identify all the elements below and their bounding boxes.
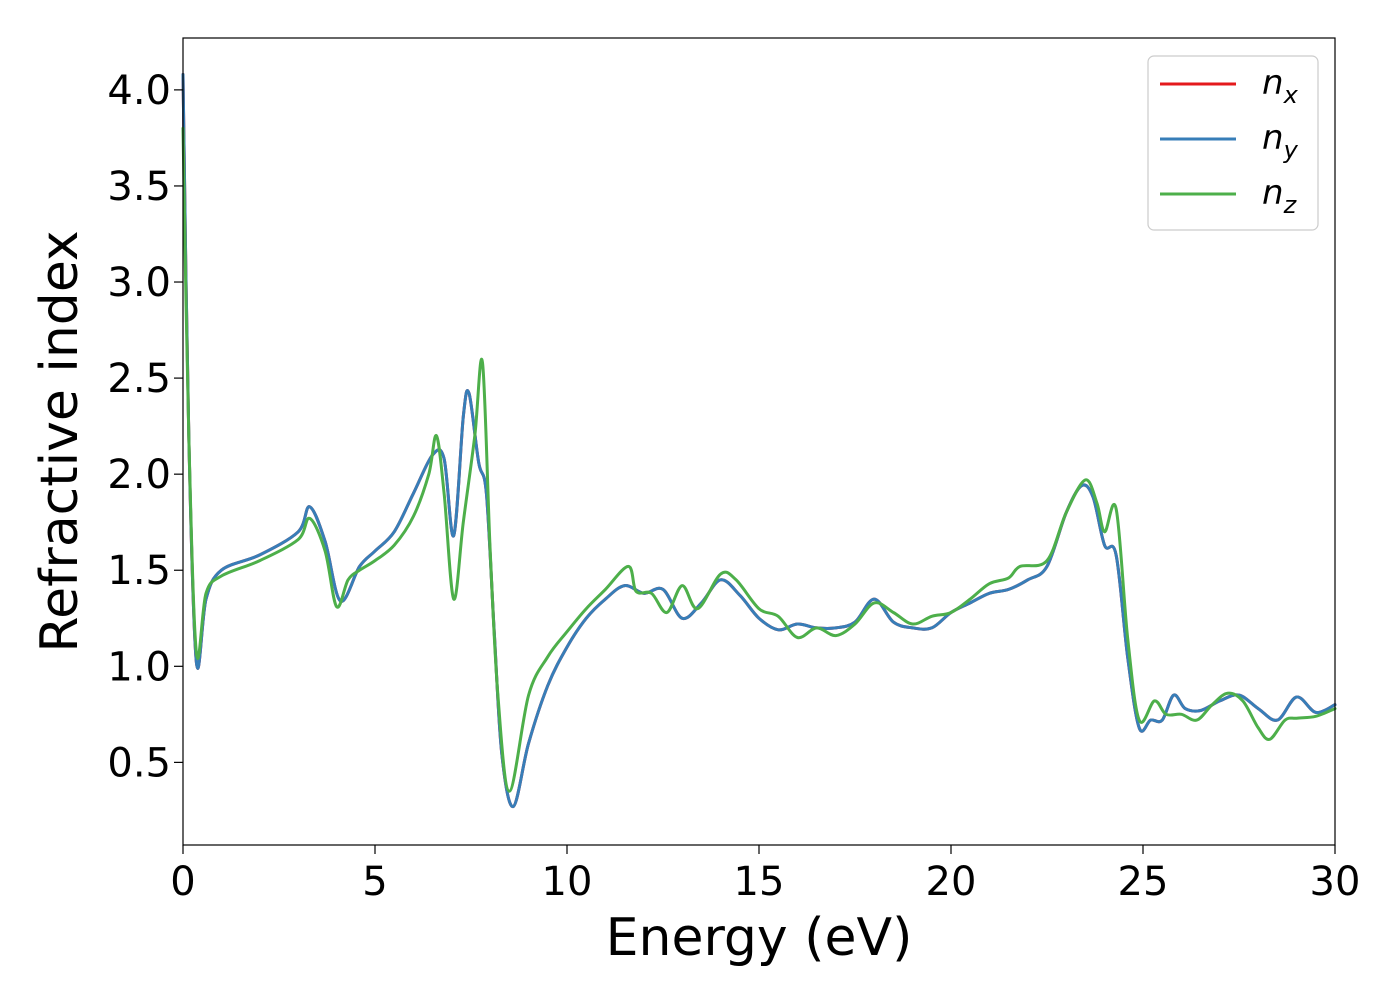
y-tick-label: 3.5 xyxy=(107,164,171,210)
y-tick-label: 0.5 xyxy=(107,740,171,786)
x-tick-label: 15 xyxy=(734,859,785,905)
series-line-n-z xyxy=(181,126,1337,793)
legend-label-z: nz xyxy=(1262,173,1298,219)
x-axis-title: Energy (eV) xyxy=(606,908,913,968)
y-tick-label: 1.0 xyxy=(107,644,171,690)
tick-layer: 0 5 10 15 20 25 30 0.5 1.0 1.5 2.0 2.5 3.0 3.5 4.0 xyxy=(107,68,1360,905)
x-tick-label: 25 xyxy=(1118,859,1169,905)
y-tick-label: 2.0 xyxy=(107,452,171,498)
legend-label-x: nx xyxy=(1262,63,1299,109)
legend-label-y: ny xyxy=(1262,118,1299,164)
legend: nx ny nz xyxy=(1147,55,1319,231)
y-tick-label: 3.0 xyxy=(107,260,171,306)
y-tick-label: 2.5 xyxy=(107,356,171,402)
x-tick-label: 0 xyxy=(170,859,195,905)
y-tick-label: 4.0 xyxy=(107,68,171,114)
x-tick-label: 30 xyxy=(1310,859,1361,905)
y-axis-title: Refractive index xyxy=(30,230,90,652)
x-tick-label: 5 xyxy=(362,859,387,905)
legend-box xyxy=(1147,55,1319,231)
x-tick-label: 20 xyxy=(926,859,977,905)
x-tick-label: 10 xyxy=(542,859,593,905)
series-layer xyxy=(181,73,1337,809)
y-tick-label: 1.5 xyxy=(107,548,171,594)
